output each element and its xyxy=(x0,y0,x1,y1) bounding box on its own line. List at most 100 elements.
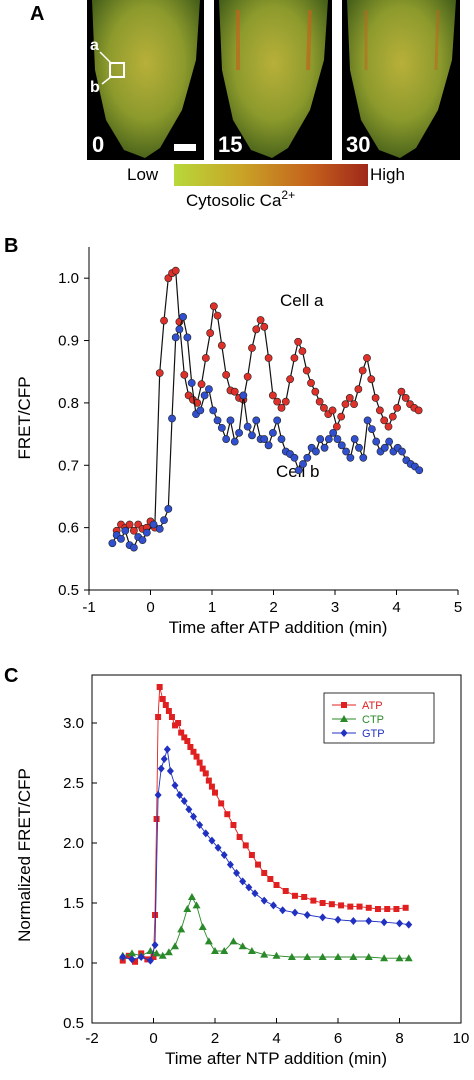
data-point-atp xyxy=(230,822,237,828)
root-tip-0 xyxy=(92,0,200,158)
data-point-ctp xyxy=(404,954,413,962)
data-point-atp xyxy=(205,777,212,784)
colorbar-title-main: Cytosolic Ca xyxy=(186,191,282,210)
data-point-gtp xyxy=(176,791,184,799)
data-point-cell-b xyxy=(222,435,231,443)
micrograph-30: 30 xyxy=(342,0,460,160)
data-point-ctp xyxy=(380,954,389,962)
data-point-cell-a xyxy=(290,354,299,362)
data-point-atp xyxy=(168,714,175,720)
data-point-gtp xyxy=(334,915,342,924)
data-point-cell-a xyxy=(315,397,324,406)
data-point-cell-b xyxy=(264,441,273,450)
data-point-cell-a xyxy=(213,311,222,320)
series-line-gtp xyxy=(122,749,409,962)
data-point-cell-b xyxy=(200,391,209,400)
data-point-cell-b xyxy=(217,423,226,432)
data-point-gtp xyxy=(239,877,247,886)
panel-c-x-tick-label: 10 xyxy=(453,1030,470,1047)
data-point-cell-b xyxy=(213,416,222,425)
data-point-atp xyxy=(255,861,262,868)
colorbar-title-superscript: 2+ xyxy=(281,188,295,202)
data-point-cell-b xyxy=(277,435,286,443)
data-point-cell-a xyxy=(358,366,367,375)
data-point-cell-b xyxy=(209,406,218,415)
data-point-cell-b xyxy=(235,428,243,437)
data-point-cell-b xyxy=(372,437,381,446)
data-point-ctp xyxy=(247,947,256,954)
data-point-atp xyxy=(356,903,363,910)
cell-a-pointer xyxy=(99,51,113,65)
scale-bar xyxy=(174,144,196,151)
data-point-atp xyxy=(132,958,139,965)
data-point-cell-b xyxy=(359,453,368,462)
data-point-atp xyxy=(155,714,162,720)
panel-b-x-tick-label: 3 xyxy=(331,599,339,616)
data-point-atp xyxy=(159,696,166,702)
data-point-cell-a xyxy=(363,354,371,362)
panel-c-y-tick-label: 3.0 xyxy=(63,715,84,732)
data-point-cell-b xyxy=(299,460,307,468)
data-point-atp xyxy=(218,800,225,807)
data-point-gtp xyxy=(365,917,373,925)
data-point-cell-b xyxy=(312,447,320,456)
data-point-atp xyxy=(208,783,215,790)
data-point-cell-a xyxy=(222,370,231,379)
data-point-atp xyxy=(165,708,172,714)
data-point-cell-b xyxy=(385,437,394,446)
panel-b-x-ticks: -1 0 1 2 3 4 5 xyxy=(82,590,462,616)
panel-b: B FRET/CFP Time after ATP addition (min)… xyxy=(4,235,462,637)
data-point-gtp xyxy=(137,953,145,961)
data-point-cell-a xyxy=(171,266,180,275)
panel-b-y-tick-label: 0.6 xyxy=(58,520,79,537)
panel-c-y-axis-label: Normalized FRET/CFP xyxy=(15,768,34,942)
data-point-cell-b xyxy=(117,534,125,543)
data-point-ctp xyxy=(318,953,327,960)
panel-b-letter: B xyxy=(4,235,18,257)
data-point-atp xyxy=(196,759,203,766)
data-point-cell-a xyxy=(160,316,168,325)
data-point-gtp xyxy=(185,805,193,814)
data-point-atp xyxy=(282,888,289,894)
data-point-gtp xyxy=(349,917,357,925)
data-point-ctp xyxy=(395,954,404,962)
data-point-cell-a xyxy=(414,406,423,415)
data-point-gtp xyxy=(163,745,171,754)
data-point-gtp xyxy=(245,883,253,892)
panel-c-y-tick-label: 1.0 xyxy=(63,955,84,972)
data-point-cell-a xyxy=(193,399,202,407)
data-point-cell-b xyxy=(187,379,196,387)
data-point-gtp xyxy=(202,829,210,838)
panel-c-x-tick-label: 4 xyxy=(272,1030,280,1047)
data-point-cell-b xyxy=(138,536,147,545)
data-point-atp xyxy=(150,954,157,960)
panel-c-x-ticks: -2 0 2 4 6 8 10 xyxy=(85,1018,469,1047)
panel-b-x-tick-label: 4 xyxy=(392,599,400,616)
data-point-atp xyxy=(190,748,197,755)
data-point-cell-a xyxy=(125,520,134,529)
data-point-cell-b xyxy=(183,333,192,342)
data-point-cell-b xyxy=(230,437,239,446)
data-point-cell-a xyxy=(180,370,189,379)
data-point-cell-a xyxy=(350,400,358,409)
panel-b-y-tick-label: 1.0 xyxy=(58,270,79,287)
data-point-gtp xyxy=(279,906,287,915)
data-point-gtp xyxy=(214,843,222,852)
data-point-cell-a xyxy=(273,397,282,406)
data-point-gtp xyxy=(146,956,154,965)
panel-c-y-tick-label: 1.5 xyxy=(63,895,84,912)
data-point-gtp xyxy=(171,781,179,790)
data-point-cell-a xyxy=(217,341,226,350)
data-point-cell-a xyxy=(307,379,315,387)
data-point-gtp xyxy=(319,913,327,922)
data-point-cell-a xyxy=(401,394,410,402)
data-point-cell-b xyxy=(248,431,256,440)
data-point-cell-b xyxy=(333,435,342,443)
panel-c-x-tick-label: -2 xyxy=(85,1030,98,1047)
data-point-atp xyxy=(291,892,298,899)
data-point-cell-b xyxy=(363,416,372,425)
data-point-atp xyxy=(178,729,185,736)
data-point-atp xyxy=(172,722,179,729)
data-point-cell-b xyxy=(415,466,424,475)
colorbar-high-label: High xyxy=(370,165,405,184)
